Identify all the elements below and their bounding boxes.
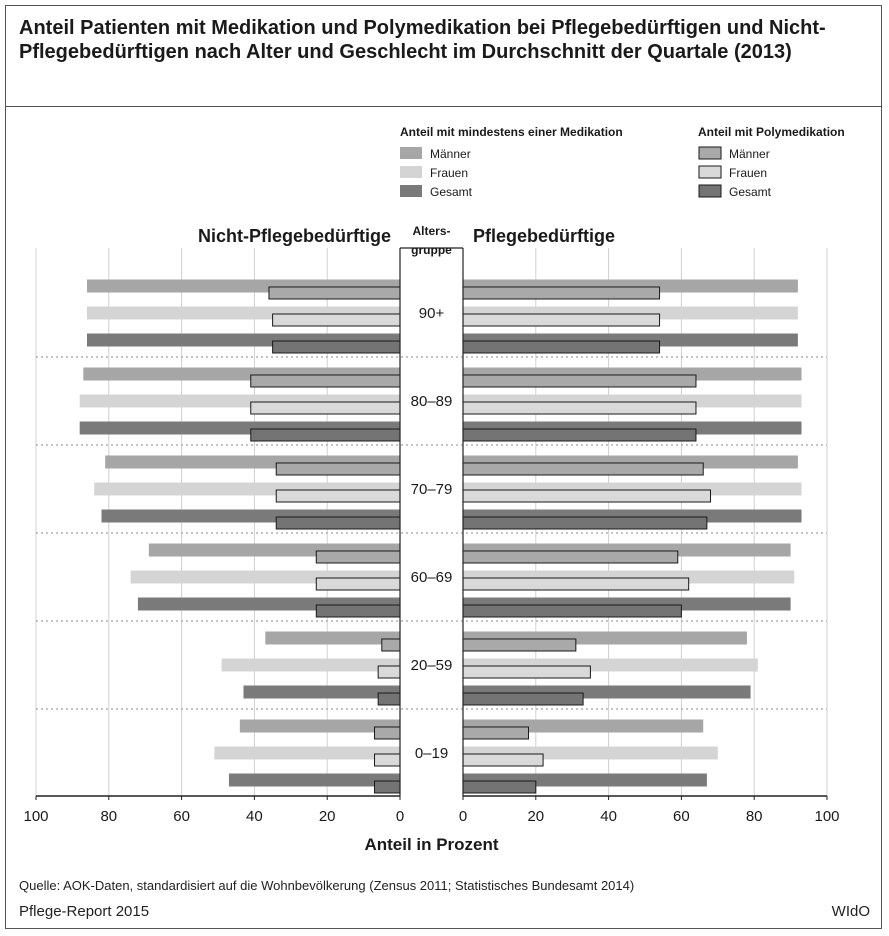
bar-poly-pflege <box>462 604 682 618</box>
bar-poly-pflege <box>462 692 584 706</box>
right-panel-label: Pflegebedürftige <box>473 226 615 246</box>
bar-medication-nicht <box>243 685 400 699</box>
bar-poly-nicht <box>250 374 401 388</box>
x-tick-label: 100 <box>814 808 839 825</box>
x-tick-label: 20 <box>319 808 336 825</box>
x-tick-label: 40 <box>246 808 263 825</box>
bar-poly-nicht <box>315 604 401 618</box>
axes: 100 80 60 40 20 0 0 20 40 60 80 100 <box>23 247 840 825</box>
bar-poly-nicht <box>315 550 401 564</box>
bar-medication-nicht <box>214 746 400 760</box>
bar-medication-nicht <box>265 631 400 645</box>
source-note: Quelle: AOK-Daten, standardisiert auf di… <box>19 878 635 893</box>
x-tick-label: 100 <box>23 808 48 825</box>
x-tick-label: 0 <box>396 808 404 825</box>
bar-poly-nicht <box>275 516 401 530</box>
bar-poly-nicht <box>268 286 401 300</box>
bar-poly-pflege <box>462 374 697 388</box>
category-label: 70–79 <box>411 481 453 498</box>
bar-poly-nicht <box>275 462 401 476</box>
left-panel-label: Nicht-Pflegebedürftige <box>198 226 391 246</box>
x-tick-label: 60 <box>173 808 190 825</box>
legend-swatch-medication <box>400 147 422 159</box>
legend-label-medication: Gesamt <box>430 185 473 199</box>
bar-poly-pflege <box>462 753 544 767</box>
bar-poly-pflege <box>462 577 690 591</box>
x-axis-title: Anteil in Prozent <box>364 835 498 854</box>
figure-frame <box>5 5 882 929</box>
category-label: 80–89 <box>411 393 453 410</box>
bar-poly-pflege <box>462 665 591 679</box>
bar-poly-nicht <box>377 692 401 706</box>
category-label: 90+ <box>419 305 445 322</box>
legend-label-medication: Männer <box>430 147 471 161</box>
bar-poly-pflege <box>462 462 704 476</box>
bar-medication-nicht <box>239 719 400 733</box>
bar-poly-nicht <box>315 577 401 591</box>
x-tick-label: 20 <box>527 808 544 825</box>
x-tick-label: 80 <box>746 808 763 825</box>
bar-poly-nicht <box>374 726 401 740</box>
legend-title-medication: Anteil mit mindestens einer Medikation <box>400 125 623 139</box>
legend-swatch-poly <box>698 165 722 179</box>
legend: Anteil mit mindestens einer Medikation An… <box>400 125 845 199</box>
bar-poly-pflege <box>462 401 697 415</box>
report-name: Pflege-Report 2015 <box>19 903 150 920</box>
bar-poly-pflege <box>462 638 577 652</box>
legend-label-poly: Gesamt <box>729 185 772 199</box>
category-label: 60–69 <box>411 569 453 586</box>
bars <box>79 279 802 794</box>
bar-poly-pflege <box>462 550 679 564</box>
bar-poly-nicht <box>374 753 401 767</box>
bar-poly-pflege <box>462 780 537 794</box>
bar-poly-nicht <box>272 340 401 354</box>
legend-swatch-medication <box>400 166 422 178</box>
bar-poly-nicht <box>374 780 401 794</box>
title-divider <box>6 106 882 107</box>
brand-mark: WIdO <box>831 903 870 920</box>
bar-poly-nicht <box>250 428 401 442</box>
bar-poly-pflege <box>462 726 530 740</box>
bar-poly-pflege <box>462 286 661 300</box>
x-tick-label: 60 <box>673 808 690 825</box>
bar-poly-nicht <box>377 665 401 679</box>
category-label: 0–19 <box>415 745 448 762</box>
legend-swatch-poly <box>698 146 722 160</box>
category-header: gruppe <box>411 243 452 257</box>
bar-poly-nicht <box>272 313 401 327</box>
bar-poly-nicht <box>381 638 401 652</box>
legend-title-poly: Anteil mit Polymedikation <box>698 125 845 139</box>
bar-poly-nicht <box>275 489 401 503</box>
category-header: Alters- <box>412 224 450 238</box>
category-label: 20–59 <box>411 657 453 674</box>
legend-label-poly: Frauen <box>729 166 767 180</box>
bar-poly-nicht <box>250 401 401 415</box>
bar-poly-pflege <box>462 489 712 503</box>
x-tick-label: 40 <box>600 808 617 825</box>
bar-medication-nicht <box>221 658 400 672</box>
bar-medication-nicht <box>228 773 400 787</box>
labels: 90+ 80–89 70–79 60–69 20–59 0–19 Anteil in Pro… <box>198 224 615 854</box>
chart-title: Anteil Patienten mit Medikation und Poly… <box>19 17 826 63</box>
bar-poly-pflege <box>462 428 697 442</box>
legend-swatch-poly <box>698 184 722 198</box>
legend-label-medication: Frauen <box>430 166 468 180</box>
legend-label-poly: Männer <box>729 147 770 161</box>
bar-poly-pflege <box>462 340 661 354</box>
x-tick-label: 80 <box>100 808 117 825</box>
legend-swatch-medication <box>400 185 422 197</box>
bar-poly-pflege <box>462 313 661 327</box>
bar-poly-pflege <box>462 516 708 530</box>
x-tick-label: 0 <box>459 808 467 825</box>
